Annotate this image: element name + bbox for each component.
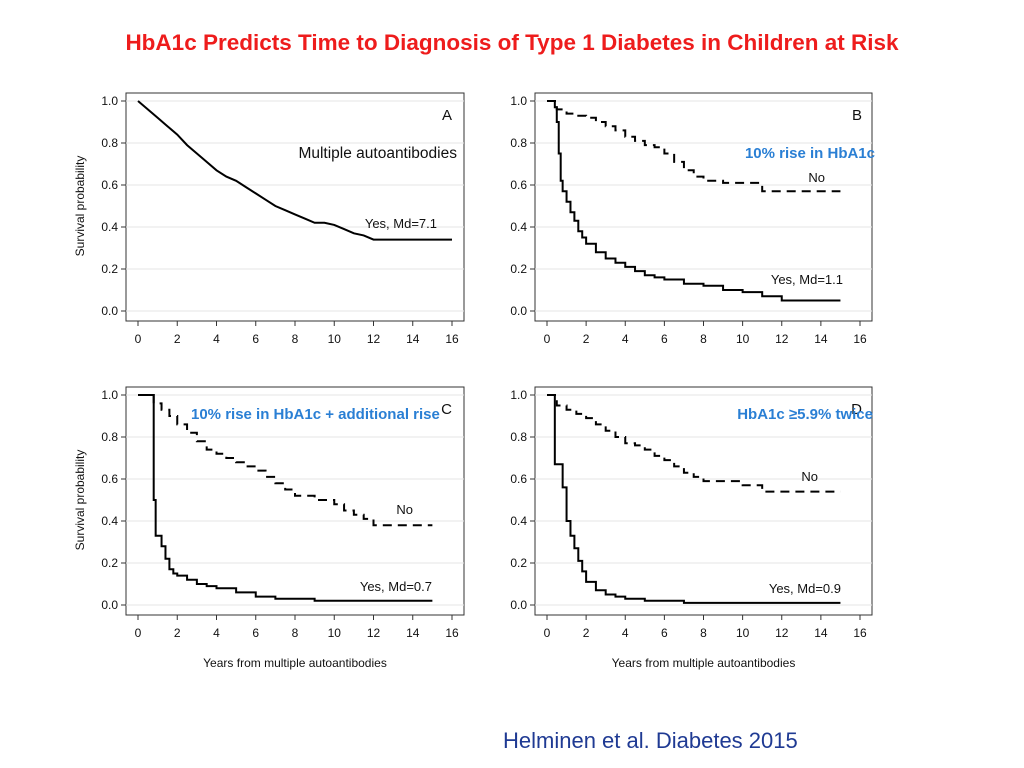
- panel-a-ytick-label: 0.2: [101, 262, 118, 276]
- panel-d-ytick-label: 1.0: [510, 388, 527, 402]
- panel-a-xtick-label: 14: [406, 332, 420, 346]
- panel-d-xtick-label: 8: [700, 626, 707, 640]
- panel-d-ytick-label: 0.4: [510, 514, 527, 528]
- panel-a-xtick-label: 0: [135, 332, 142, 346]
- panel-a-frame: [125, 92, 465, 322]
- panel-b-annotation: 10% rise in HbA1c: [745, 145, 875, 162]
- panel-a-curve-yes: [137, 100, 452, 241]
- panel-b-ytick-label: 1.0: [510, 94, 527, 108]
- panel-c-ytick-label: 0.8: [101, 430, 118, 444]
- panel-a-ytick-label: 0.6: [101, 178, 118, 192]
- panel-c-annotation: 10% rise in HbA1c + additional rise: [191, 406, 440, 423]
- panel-a-xtick-label: 10: [328, 332, 342, 346]
- panel-a-ytick-label: 0.0: [101, 304, 118, 318]
- panel-c-xtick-label: 14: [406, 626, 420, 640]
- panel-c-xtick-label: 10: [328, 626, 342, 640]
- panel-c-xtick-label: 12: [367, 626, 381, 640]
- panel-d-xtick-label: 14: [814, 626, 828, 640]
- panel-c-ytick-label: 0.6: [101, 472, 118, 486]
- panel-b-ytick-label: 0.8: [510, 136, 527, 150]
- panel-c-curve-yes: [138, 394, 433, 602]
- panel-d-ytick-label: 0.0: [510, 598, 527, 612]
- panel-d-series-label-no: No: [801, 469, 818, 484]
- panel-d-xtick-label: 4: [622, 626, 629, 640]
- panel-b-xtick-label: 10: [736, 332, 750, 346]
- panel-d-annotation: HbA1c ≥5.9% twice: [737, 406, 873, 423]
- panel-b-xtick-label: 14: [814, 332, 828, 346]
- panel-a-xtick-label: 2: [174, 332, 181, 346]
- panel-d-xtick-label: 0: [544, 626, 551, 640]
- panel-b-xtick-label: 8: [700, 332, 707, 346]
- panel-c-xtick-label: 0: [135, 626, 142, 640]
- panel-d-ytick-label: 0.8: [510, 430, 527, 444]
- panel-a-letter: A: [442, 107, 452, 124]
- panel-c-series-label-no: No: [396, 502, 413, 517]
- panel-c-ytick-label: 0.2: [101, 556, 118, 570]
- panel-d-xtick-label: 6: [661, 626, 668, 640]
- panel-c-xtick-label: 16: [445, 626, 459, 640]
- panel-b-ytick-label: 0.2: [510, 262, 527, 276]
- panel-b-ytick-label: 0.0: [510, 304, 527, 318]
- panel-b-curve-yes: [547, 100, 841, 302]
- panel-c-ylabel: Survival probability: [73, 450, 87, 551]
- citation: Helminen et al. Diabetes 2015: [503, 728, 798, 753]
- panel-c-ytick-label: 0.4: [101, 514, 118, 528]
- panel-a-xtick-label: 8: [292, 332, 299, 346]
- panel-a-ytick-label: 0.8: [101, 136, 118, 150]
- panel-c-curve-no: [138, 394, 433, 527]
- panel-a-xtick-label: 12: [367, 332, 381, 346]
- panel-d-xtick-label: 16: [853, 626, 867, 640]
- panel-d-series-label-yes: Yes, Md=0.9: [769, 581, 841, 596]
- panel-d-xtick-label: 10: [736, 626, 750, 640]
- panel-a-ytick-label: 0.4: [101, 220, 118, 234]
- panel-b-ytick-label: 0.6: [510, 178, 527, 192]
- panel-a-annotation: Multiple autoantibodies: [298, 145, 457, 162]
- panel-d-ytick-label: 0.2: [510, 556, 527, 570]
- panel-d-xlabel: Years from multiple autoantibodies: [612, 656, 796, 670]
- panel-c-xtick-label: 2: [174, 626, 181, 640]
- panel-c-xlabel: Years from multiple autoantibodies: [203, 656, 387, 670]
- panel-a-xtick-label: 16: [445, 332, 459, 346]
- panel-d-xtick-label: 2: [583, 626, 590, 640]
- panel-a-xtick-label: 4: [213, 332, 220, 346]
- panel-c-series-label-yes: Yes, Md=0.7: [360, 579, 432, 594]
- panel-b-xtick-label: 4: [622, 332, 629, 346]
- panel-c-xtick-label: 4: [213, 626, 220, 640]
- panel-b-xtick-label: 6: [661, 332, 668, 346]
- panel-c-xtick-label: 6: [252, 626, 259, 640]
- panel-b-curve-no: [547, 100, 841, 193]
- panel-c-xtick-label: 8: [292, 626, 299, 640]
- panel-b-xtick-label: 12: [775, 332, 789, 346]
- panel-a-ytick-label: 1.0: [101, 94, 118, 108]
- slide-title: HbA1c Predicts Time to Diagnosis of Type…: [125, 30, 899, 55]
- panel-c-letter: C: [441, 401, 452, 418]
- panel-a-ylabel: Survival probability: [73, 156, 87, 257]
- panel-b-xtick-label: 16: [853, 332, 867, 346]
- panel-d-curve-no: [547, 394, 841, 493]
- panel-b-series-label-yes: Yes, Md=1.1: [771, 272, 843, 287]
- panel-d-curve-yes: [547, 394, 841, 604]
- panel-a-series-label-yes: Yes, Md=7.1: [365, 216, 437, 231]
- panel-b-letter: B: [852, 107, 862, 124]
- panel-a-xtick-label: 6: [252, 332, 259, 346]
- panel-b-xtick-label: 0: [544, 332, 551, 346]
- panel-b-xtick-label: 2: [583, 332, 590, 346]
- panel-b-ytick-label: 0.4: [510, 220, 527, 234]
- panel-c-ytick-label: 0.0: [101, 598, 118, 612]
- panel-b-series-label-no: No: [808, 170, 825, 185]
- panel-d-xtick-label: 12: [775, 626, 789, 640]
- panel-d-ytick-label: 0.6: [510, 472, 527, 486]
- panel-d-letter: D: [851, 401, 862, 418]
- panel-c-ytick-label: 1.0: [101, 388, 118, 402]
